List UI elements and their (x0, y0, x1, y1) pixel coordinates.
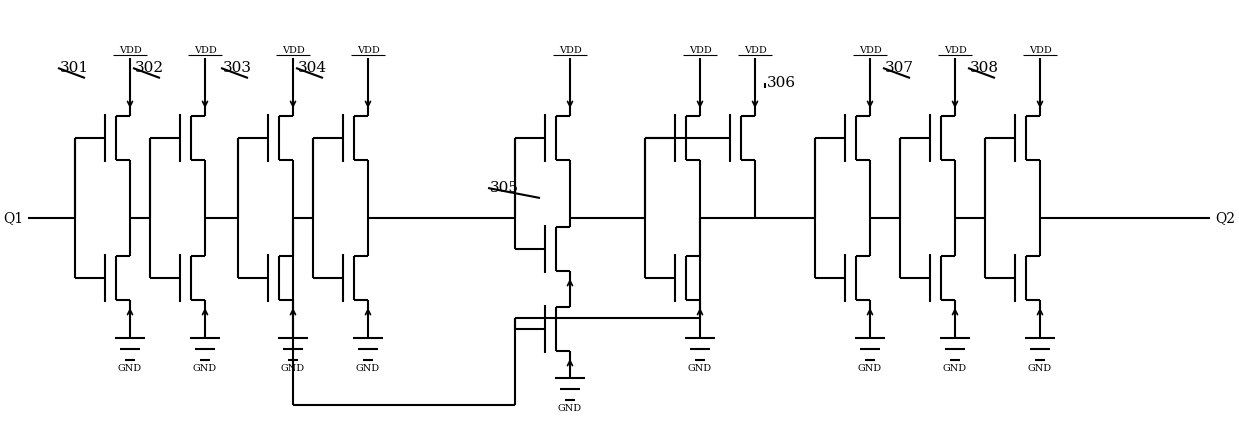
Text: 304: 304 (299, 61, 327, 75)
Text: GND: GND (356, 364, 380, 373)
Text: 306: 306 (767, 76, 797, 90)
Text: VDD: VDD (743, 46, 767, 55)
Text: VDD: VDD (1028, 46, 1052, 55)
Text: Q1: Q1 (2, 211, 24, 225)
Text: VDD: VDD (119, 46, 141, 55)
Text: VDD: VDD (689, 46, 711, 55)
Text: VDD: VDD (944, 46, 966, 55)
Text: GND: GND (558, 404, 582, 413)
Text: GND: GND (281, 364, 305, 373)
Text: GND: GND (1028, 364, 1052, 373)
Text: GND: GND (118, 364, 142, 373)
Text: 301: 301 (59, 61, 89, 75)
Text: 308: 308 (970, 61, 999, 75)
Text: 302: 302 (135, 61, 164, 75)
Text: VDD: VDD (559, 46, 581, 55)
Text: VDD: VDD (193, 46, 217, 55)
Text: GND: GND (943, 364, 968, 373)
Text: 305: 305 (489, 181, 519, 195)
Text: 303: 303 (223, 61, 252, 75)
Text: 307: 307 (885, 61, 914, 75)
Text: Q2: Q2 (1215, 211, 1235, 225)
Text: GND: GND (193, 364, 217, 373)
Text: GND: GND (857, 364, 882, 373)
Text: VDD: VDD (357, 46, 379, 55)
Text: VDD: VDD (859, 46, 881, 55)
Text: GND: GND (688, 364, 712, 373)
Text: VDD: VDD (281, 46, 305, 55)
